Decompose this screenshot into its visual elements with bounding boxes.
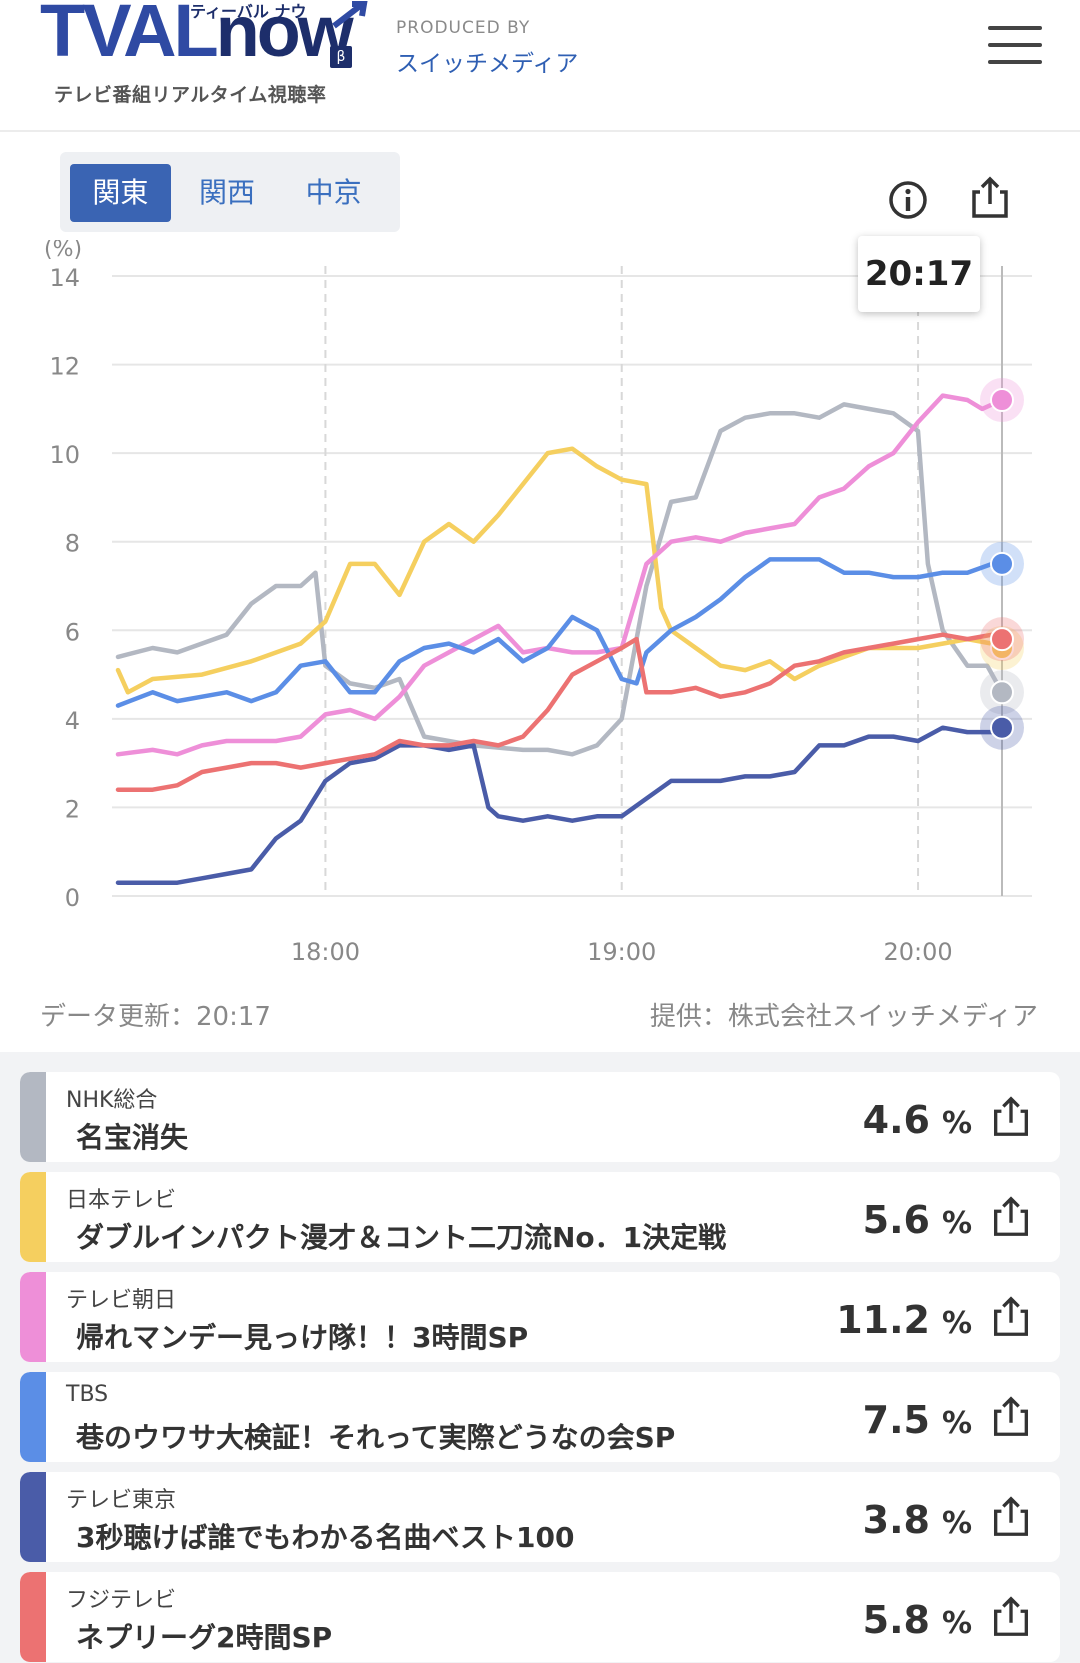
series-line: [115, 632, 1005, 792]
series-end-point: [990, 715, 1014, 740]
station-name: テレビ東京: [66, 1488, 177, 1513]
channel-card-ntv[interactable]: 日本テレビ ダブルインパクト漫才＆コント二刀流No．1決定戦 5.6 %: [20, 1172, 1060, 1262]
tab-kanto[interactable]: 関東: [70, 164, 171, 222]
ratings-line-chart: 0 2 4 6 8 10 12 14(%) 18:00 19:00 20:00: [44, 240, 1032, 966]
tvalnow-logo[interactable]: TVALnow ティーバル ナウ β テレビ番組リアルタイム視聴率: [40, 0, 368, 110]
y-tick-label: 14: [49, 264, 80, 292]
logo-arrow-icon: [332, 0, 368, 29]
rating-unit: %: [941, 1306, 972, 1341]
logo-kana: ティーバル ナウ: [190, 2, 307, 21]
y-tick-label: 4: [65, 707, 80, 735]
channel-card-tbs[interactable]: TBS 巷のウワサ大検証！それって実際どうなの会SP 7.5 %: [20, 1372, 1060, 1462]
channel-card-fuji[interactable]: フジテレビ ネプリーグ2時間SP 5.8 %: [20, 1572, 1060, 1662]
channel-card-tv-asahi[interactable]: テレビ朝日 帰れマンデー見っけ隊！！3時間SP 11.2 %: [20, 1272, 1060, 1362]
rating-value: 7.5: [862, 1398, 930, 1442]
channel-color-bar: [20, 1072, 46, 1162]
x-tick-label: 20:00: [883, 938, 952, 966]
y-tick-label: 10: [49, 441, 80, 469]
series-line: [115, 557, 1005, 708]
channel-list: NHK総合 名宝消失 4.6 % 日本テレビ ダブルインパクト漫才＆コント二刀流…: [0, 1052, 1080, 1663]
series-end-point: [990, 680, 1014, 705]
data-source-label: 提供：株式会社スイッチメディア: [649, 1002, 1038, 1032]
channel-color-bar: [20, 1172, 46, 1262]
rating-unit: %: [941, 1406, 972, 1441]
program-title: 巷のウワサ大検証！それって実際どうなの会SP: [76, 1421, 676, 1454]
rating-value: 4.6: [862, 1098, 930, 1142]
program-title: 名宝消失: [76, 1121, 189, 1154]
y-tick-label: 6: [65, 618, 80, 646]
share-icon[interactable]: [988, 1294, 1034, 1340]
y-tick-label: 0: [65, 884, 80, 912]
rating-value: 5.8: [862, 1598, 930, 1642]
y-tick-label: 2: [65, 795, 80, 823]
logo-subtitle: テレビ番組リアルタイム視聴率: [54, 84, 327, 106]
x-tick-label: 19:00: [587, 938, 656, 966]
station-name: NHK総合: [66, 1088, 158, 1113]
station-name: フジテレビ: [66, 1588, 177, 1613]
series-end-point: [990, 627, 1014, 652]
program-title: 帰れマンデー見っけ隊！！3時間SP: [76, 1321, 529, 1354]
tab-chukyo[interactable]: 中京: [305, 176, 362, 209]
hamburger-menu-icon[interactable]: [988, 26, 1042, 70]
rating-unit: %: [941, 1106, 972, 1141]
series-line: [115, 446, 1005, 695]
series-line: [115, 393, 1005, 757]
channel-color-bar: [20, 1472, 46, 1562]
producer-name[interactable]: スイッチメディア: [396, 51, 579, 77]
share-icon[interactable]: [988, 1494, 1034, 1540]
program-title: ダブルインパクト漫才＆コント二刀流No．1決定戦: [76, 1221, 727, 1254]
y-axis-unit: (%): [44, 240, 82, 262]
share-icon[interactable]: [988, 1394, 1034, 1440]
program-title: 3秒聴けば誰でもわかる名曲ベスト100: [76, 1521, 575, 1554]
rating-unit: %: [941, 1606, 972, 1641]
info-icon[interactable]: [886, 178, 930, 222]
channel-color-bar: [20, 1572, 46, 1662]
rating-value: 11.2: [836, 1298, 930, 1342]
produced-by-label: PRODUCED BY: [396, 18, 531, 38]
share-icon[interactable]: [988, 1094, 1034, 1140]
data-updated-label: データ更新：20:17: [40, 1002, 271, 1032]
producer-credit: PRODUCED BY スイッチメディア: [396, 18, 578, 78]
series-end-point: [990, 551, 1014, 576]
channel-color-bar: [20, 1372, 46, 1462]
logo-wordmark: TVALnow: [40, 0, 354, 72]
rating-unit: %: [941, 1506, 972, 1541]
x-tick-label: 18:00: [291, 938, 360, 966]
rating-value: 5.6: [862, 1198, 930, 1242]
beta-badge: β: [330, 46, 352, 68]
channel-card-nhk[interactable]: NHK総合 名宝消失 4.6 %: [20, 1072, 1060, 1162]
region-tabs: 関東 関西 中京: [60, 152, 400, 232]
series-end-point: [990, 388, 1014, 412]
channel-color-bar: [20, 1272, 46, 1362]
y-tick-label: 8: [65, 530, 80, 558]
station-name: 日本テレビ: [66, 1188, 177, 1213]
series-line: [115, 725, 1005, 885]
tab-kansai[interactable]: 関西: [199, 176, 256, 209]
app-header: TVALnow ティーバル ナウ β テレビ番組リアルタイム視聴率 PRODUC…: [0, 0, 1080, 132]
series-line: [115, 402, 1005, 757]
share-icon[interactable]: [988, 1594, 1034, 1640]
station-name: TBS: [66, 1382, 109, 1407]
rating-unit: %: [941, 1206, 972, 1241]
channel-card-tv-tokyo[interactable]: テレビ東京 3秒聴けば誰でもわかる名曲ベスト100 3.8 %: [20, 1472, 1060, 1562]
y-tick-label: 12: [49, 353, 80, 381]
time-tooltip: 20:17: [858, 236, 980, 312]
rating-value: 3.8: [862, 1498, 930, 1542]
share-icon[interactable]: [966, 174, 1014, 222]
share-icon[interactable]: [988, 1194, 1034, 1240]
station-name: テレビ朝日: [66, 1288, 177, 1313]
program-title: ネプリーグ2時間SP: [76, 1621, 333, 1654]
